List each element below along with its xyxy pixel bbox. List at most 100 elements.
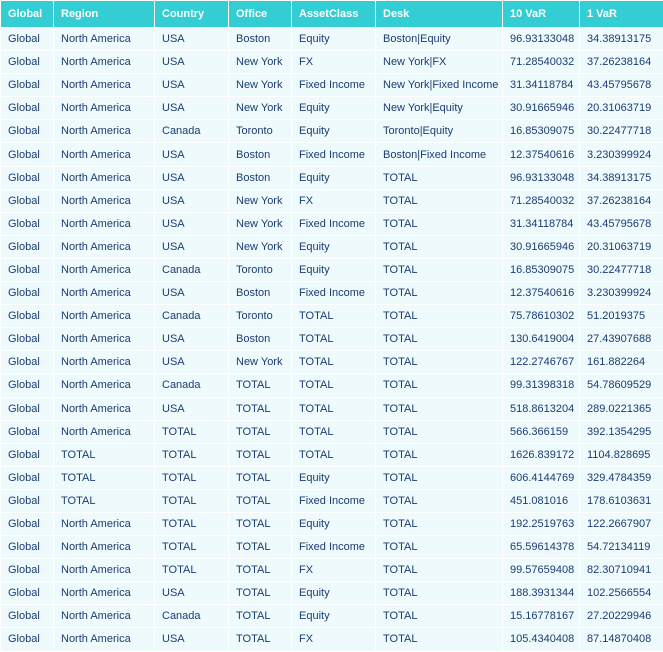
table-cell: TOTAL bbox=[375, 165, 503, 190]
table-cell: Global bbox=[0, 488, 54, 513]
table-cell: Equity bbox=[291, 119, 376, 144]
table-cell: Global bbox=[0, 119, 54, 144]
table-cell: 43.45795678 bbox=[579, 211, 663, 236]
table-cell: USA bbox=[154, 211, 229, 236]
table-cell: TOTAL bbox=[154, 535, 229, 560]
table-cell: New York bbox=[228, 211, 292, 236]
table-cell: TOTAL bbox=[154, 488, 229, 513]
table-cell: TOTAL bbox=[375, 511, 503, 537]
table-cell: 99.57659408 bbox=[502, 558, 580, 583]
table-cell: TOTAL bbox=[375, 350, 503, 375]
table-cell: Fixed Income bbox=[291, 281, 376, 306]
table-cell: 122.2746767 bbox=[502, 350, 580, 375]
table-cell: Global bbox=[0, 234, 54, 259]
table-cell: Global bbox=[0, 350, 54, 375]
table-cell: North America bbox=[53, 511, 155, 537]
table-cell: Toronto bbox=[228, 257, 292, 283]
table-cell: Canada bbox=[154, 304, 229, 329]
table-cell: 82.30710941 bbox=[579, 558, 663, 583]
table-cell: TOTAL bbox=[375, 419, 503, 444]
table-cell: TOTAL bbox=[375, 488, 503, 513]
table-cell: 3.230399924 bbox=[579, 142, 663, 167]
table-cell: TOTAL bbox=[154, 465, 229, 490]
table-row: Global North America TOTAL TOTAL Fixed Incom… bbox=[0, 535, 663, 560]
table-cell: TOTAL bbox=[53, 442, 155, 467]
table-cell: TOTAL bbox=[53, 465, 155, 490]
table-row: Global North America TOTAL TOTAL TOTAL TOTAL 5… bbox=[0, 419, 663, 444]
table-cell: Global bbox=[0, 327, 54, 352]
table-cell: New York bbox=[228, 234, 292, 259]
table-cell: Global bbox=[0, 73, 54, 98]
table-cell: USA bbox=[154, 50, 229, 75]
table-row: Global North America USA TOTAL Equity TOTAL 18… bbox=[0, 581, 663, 606]
table-row: Global North America Canada TOTAL TOTAL TOTAL… bbox=[0, 373, 663, 398]
table-row: Global North America USA Boston TOTAL TOTAL 13… bbox=[0, 327, 663, 352]
table-cell: FX bbox=[291, 188, 376, 213]
table-row: Global TOTAL TOTAL TOTAL Fixed Income TOTAL 45… bbox=[0, 488, 663, 513]
table-cell: USA bbox=[154, 281, 229, 306]
table-row: Global North America USA New York Equity TOTA… bbox=[0, 234, 663, 259]
table-row: Global North America USA TOTAL TOTAL TOTAL 518… bbox=[0, 396, 663, 421]
table-row: Global North America USA Boston Fixed Income… bbox=[0, 281, 663, 306]
table-cell: TOTAL bbox=[375, 465, 503, 490]
table-cell: Fixed Income bbox=[291, 73, 376, 98]
table-cell: Global bbox=[0, 627, 54, 652]
table-cell: Global bbox=[0, 50, 54, 75]
table-cell: TOTAL bbox=[291, 350, 376, 375]
table-cell: FX bbox=[291, 558, 376, 583]
table-cell: North America bbox=[53, 211, 155, 236]
table-cell: 15.16778167 bbox=[502, 604, 580, 629]
table-cell: Canada bbox=[154, 604, 229, 629]
table-cell: TOTAL bbox=[228, 511, 292, 537]
table-row: Global North America USA New York FX New York… bbox=[0, 50, 663, 75]
table-cell: TOTAL bbox=[291, 442, 376, 467]
table-cell: Equity bbox=[291, 96, 376, 121]
table-cell: Global bbox=[0, 419, 54, 444]
table-cell: Equity bbox=[291, 465, 376, 490]
table-cell: Boston bbox=[228, 165, 292, 190]
table-cell: Equity bbox=[291, 26, 376, 52]
table-cell: North America bbox=[53, 119, 155, 144]
table-cell: North America bbox=[53, 558, 155, 583]
table-cell: North America bbox=[53, 73, 155, 98]
table-row: Global North America USA Boston Equity TOTAL 9… bbox=[0, 165, 663, 190]
table-cell: 16.85309075 bbox=[502, 257, 580, 283]
table-cell: North America bbox=[53, 142, 155, 167]
table-cell: USA bbox=[154, 26, 229, 52]
table-cell: 99.31398318 bbox=[502, 373, 580, 398]
table-cell: TOTAL bbox=[375, 188, 503, 213]
table-cell: 27.20229946 bbox=[579, 604, 663, 629]
table-cell: 75.78610302 bbox=[502, 304, 580, 329]
table-row: Global North America USA New York FX TOTAL 71.… bbox=[0, 188, 663, 213]
table-cell: 30.91665946 bbox=[502, 96, 580, 121]
column-header: Global bbox=[0, 0, 54, 28]
table-cell: Fixed Income bbox=[291, 142, 376, 167]
table-cell: Boston|Fixed Income bbox=[375, 142, 503, 167]
table-cell: 192.2519763 bbox=[502, 511, 580, 537]
table-cell: 87.14870408 bbox=[579, 627, 663, 652]
table-cell: 30.22477718 bbox=[579, 119, 663, 144]
table-cell: North America bbox=[53, 327, 155, 352]
table-cell: North America bbox=[53, 581, 155, 606]
table-cell: 20.31063719 bbox=[579, 234, 663, 259]
table-cell: TOTAL bbox=[291, 304, 376, 329]
table-cell: 71.28540032 bbox=[502, 50, 580, 75]
table-cell: FX bbox=[291, 50, 376, 75]
table-cell: 20.31063719 bbox=[579, 96, 663, 121]
table-cell: Global bbox=[0, 465, 54, 490]
table-cell: TOTAL bbox=[375, 257, 503, 283]
table-cell: USA bbox=[154, 327, 229, 352]
table-cell: New York|FX bbox=[375, 50, 503, 75]
table-cell: USA bbox=[154, 234, 229, 259]
table-cell: North America bbox=[53, 234, 155, 259]
table-cell: 54.78609529 bbox=[579, 373, 663, 398]
table-cell: TOTAL bbox=[375, 535, 503, 560]
table-cell: Global bbox=[0, 304, 54, 329]
table-cell: North America bbox=[53, 165, 155, 190]
table-cell: North America bbox=[53, 627, 155, 652]
table-cell: Global bbox=[0, 396, 54, 421]
table-cell: TOTAL bbox=[228, 558, 292, 583]
table-cell: North America bbox=[53, 257, 155, 283]
column-header: AssetClass bbox=[291, 0, 376, 28]
